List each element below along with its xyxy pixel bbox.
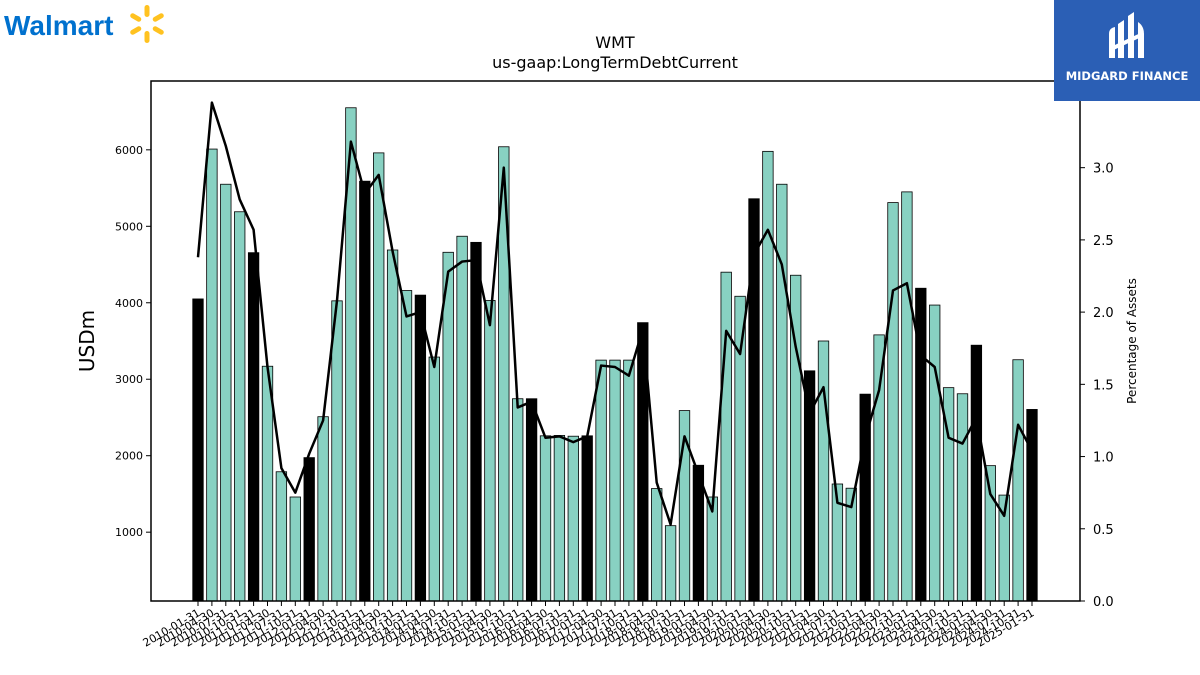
midgard-logo-text: MIDGARD FINANCE — [1066, 69, 1189, 83]
y2-axis-ticks: 0.0 0.5 1.0 1.5 2.0 2.5 3.0 — [1080, 162, 1114, 610]
y-axis-label: USDm — [75, 310, 99, 372]
chart-title: WMT — [595, 33, 635, 52]
bar-2020-07-31 — [776, 183, 788, 602]
bar-2010-10-31 — [234, 211, 246, 602]
y-tick-label: 5000 — [115, 220, 143, 233]
bar-2011-07-31 — [275, 471, 288, 602]
bar-2019-10-31 — [734, 295, 746, 602]
bar-2023-10-31 — [956, 393, 969, 602]
bar-2022-10-31 — [901, 191, 913, 602]
line-series — [196, 101, 1034, 526]
bar-2014-10-31 — [456, 235, 468, 602]
bar-2021-04-30 — [817, 340, 830, 602]
bar-2016-01-31 — [525, 398, 538, 602]
spark-icon — [130, 5, 164, 43]
y2-axis-label: Percentage of Assets — [1125, 278, 1139, 404]
y2-tick-label: 0.5 — [1093, 523, 1114, 538]
y-tick-label: 1000 — [115, 526, 143, 539]
bar-2015-10-31 — [512, 398, 524, 602]
bar-2023-04-30 — [929, 304, 941, 602]
y2-tick-label: 1.0 — [1093, 451, 1114, 466]
y-tick-label: 3000 — [115, 373, 143, 386]
y-axis-ticks: 1000 2000 3000 4000 5000 6000 — [115, 144, 151, 539]
x-axis-ticks: 2010-01-312010-04-302010-07-312010-10-31… — [141, 601, 1037, 650]
y-tick-label: 6000 — [115, 144, 143, 157]
bar-2015-04-30 — [484, 300, 496, 602]
walmart-logo: Walmart — [4, 5, 164, 43]
bar-2016-10-31 — [567, 435, 579, 602]
bar-2018-04-30 — [651, 488, 663, 602]
bar-2016-04-30 — [539, 435, 552, 602]
bar-2016-07-31 — [553, 435, 566, 602]
bar-2010-07-31 — [220, 183, 232, 602]
bar-series — [192, 107, 1038, 602]
bar-2017-04-30 — [595, 359, 607, 602]
bar-2013-07-31 — [386, 249, 399, 602]
bar-2011-10-31 — [289, 496, 301, 602]
y2-tick-label: 3.0 — [1093, 162, 1114, 177]
bar-2024-04-30 — [984, 465, 996, 602]
y2-tick-label: 0.0 — [1093, 595, 1114, 610]
bar-2013-01-31 — [359, 180, 371, 602]
bar-2024-10-31 — [1012, 359, 1024, 602]
bar-2014-04-30 — [428, 356, 440, 602]
bar-2010-04-30 — [206, 148, 218, 602]
bar-2024-01-31 — [970, 344, 983, 602]
bar-2010-01-31 — [192, 298, 204, 602]
bar-2018-07-31 — [664, 525, 677, 602]
bar-2022-04-30 — [873, 334, 885, 602]
bar-2017-10-31 — [623, 359, 635, 602]
y2-tick-label: 1.5 — [1093, 378, 1114, 393]
bar-2012-01-31 — [303, 457, 315, 602]
bar-2017-07-31 — [609, 359, 621, 602]
bar-2017-01-31 — [581, 435, 593, 602]
bar-2020-04-30 — [762, 150, 774, 602]
bar-2011-01-31 — [247, 252, 260, 602]
bar-2014-01-31 — [414, 294, 427, 602]
bar-2025-01-31 — [1026, 409, 1038, 602]
percent-of-assets-line — [196, 101, 1034, 526]
bar-2012-07-31 — [331, 300, 343, 602]
bar-2022-07-31 — [887, 202, 899, 602]
bar-2013-04-30 — [373, 152, 385, 602]
midgard-finance-logo: MIDGARD FINANCE — [1054, 0, 1200, 101]
y-tick-label: 4000 — [115, 297, 143, 310]
midgard-emblem-icon — [1109, 12, 1144, 58]
bar-2019-07-31 — [720, 271, 732, 602]
y2-tick-label: 2.0 — [1093, 306, 1114, 321]
y2-tick-label: 2.5 — [1093, 234, 1114, 249]
chart-subtitle: us-gaap:LongTermDebtCurrent — [492, 53, 738, 72]
bar-2013-10-31 — [400, 290, 413, 602]
y-tick-label: 2000 — [115, 450, 143, 463]
walmart-logo-text: Walmart — [4, 10, 113, 41]
bar-2015-01-31 — [470, 241, 482, 602]
bar-2012-04-30 — [317, 416, 329, 602]
